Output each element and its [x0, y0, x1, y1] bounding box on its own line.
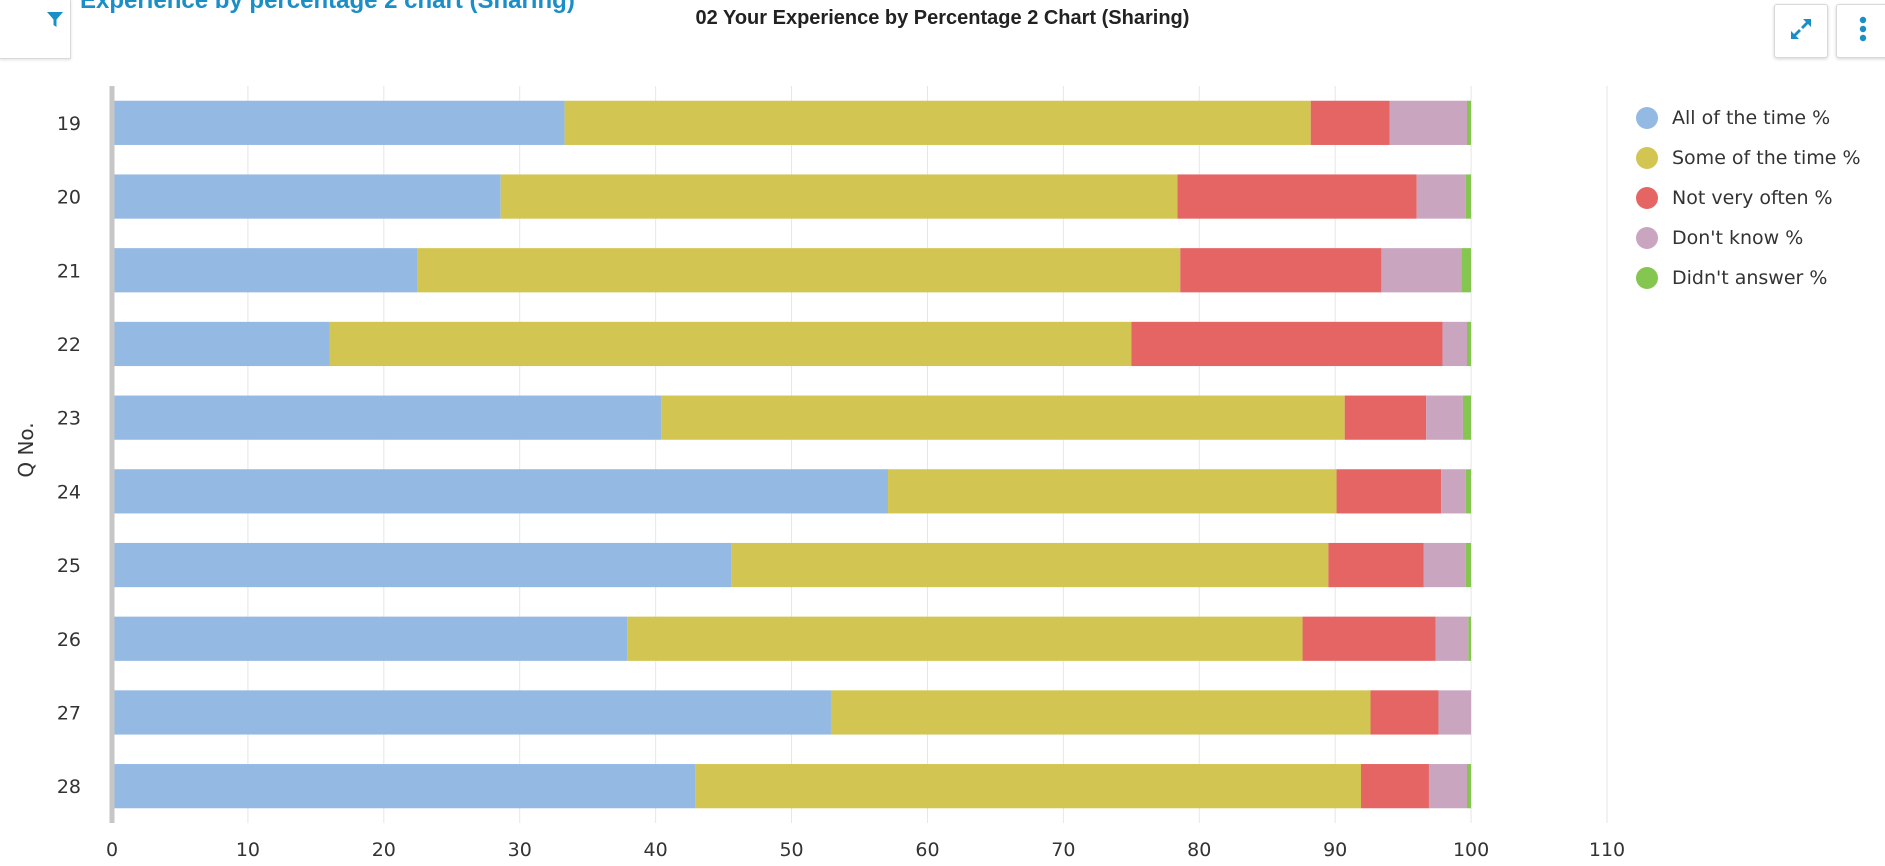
bar-q22-series-5	[1467, 321, 1472, 367]
bar-q23-series-1	[112, 395, 662, 440]
y-tick-label-28: 28	[57, 776, 81, 798]
bar-q26-series-5	[1468, 616, 1472, 661]
y-tick-label-26: 26	[57, 629, 81, 651]
y-tick-label-19: 19	[57, 113, 81, 135]
bar-q27-series-2	[830, 690, 1371, 735]
expand-button[interactable]	[1774, 4, 1828, 58]
legend-swatch	[1636, 107, 1658, 129]
legend-item-2[interactable]: Some of the time %	[1636, 138, 1861, 178]
bar-q28-series-4	[1428, 764, 1468, 809]
bar-q20-series-1	[112, 174, 501, 219]
x-tick-label-40: 40	[644, 839, 668, 861]
y-tick-label-23: 23	[57, 408, 81, 430]
bar-q21-series-5	[1461, 248, 1472, 293]
legend: All of the time % Some of the time % Not v…	[1636, 98, 1861, 298]
bar-q21-series-2	[417, 248, 1181, 293]
bar-q24-series-5	[1465, 469, 1472, 514]
bar-q21-series-1	[112, 248, 418, 293]
bar-q22-series-3	[1131, 321, 1443, 367]
bar-q28-series-5	[1467, 764, 1472, 809]
y-tick-label-25: 25	[57, 555, 81, 577]
bar-q20-series-5	[1465, 174, 1472, 219]
x-tick-label-90: 90	[1323, 839, 1347, 861]
filter-icon[interactable]	[45, 10, 65, 35]
bar-q24-series-4	[1441, 469, 1466, 514]
filter-tab[interactable]	[0, 0, 71, 59]
legend-item-3[interactable]: Not very often %	[1636, 178, 1861, 218]
y-tick-label-20: 20	[57, 187, 81, 209]
bar-q24-series-1	[112, 469, 889, 514]
x-tick-label-60: 60	[915, 839, 939, 861]
bar-q21-series-3	[1180, 248, 1382, 293]
bar-q19-series-1	[112, 100, 565, 145]
bars	[112, 100, 1472, 809]
bar-q26-series-3	[1302, 616, 1436, 661]
bar-q24-series-2	[888, 469, 1337, 514]
legend-swatch	[1636, 187, 1658, 209]
expand-icon	[1787, 15, 1815, 48]
y-tick-label-24: 24	[57, 481, 81, 503]
page-title: Experience by percentage 2 chart (Sharin…	[80, 0, 575, 14]
x-tick-label-80: 80	[1187, 839, 1211, 861]
legend-item-1[interactable]: All of the time %	[1636, 98, 1861, 138]
bar-q28-series-2	[695, 764, 1362, 809]
bar-q20-series-2	[500, 174, 1178, 219]
legend-label: Some of the time %	[1672, 147, 1861, 169]
legend-item-5[interactable]: Didn't answer %	[1636, 258, 1861, 298]
x-tick-label-110: 110	[1589, 839, 1625, 861]
bar-q26-series-2	[627, 616, 1303, 661]
bar-q26-series-4	[1435, 616, 1469, 661]
bar-q22-series-2	[329, 321, 1132, 367]
x-tick-label-10: 10	[236, 839, 260, 861]
legend-label: Not very often %	[1672, 187, 1833, 209]
y-axis-label: Q No.	[14, 422, 38, 477]
legend-swatch	[1636, 227, 1658, 249]
y-tick-label-27: 27	[57, 702, 81, 724]
legend-swatch	[1636, 267, 1658, 289]
bar-q25-series-2	[731, 542, 1329, 588]
bar-q28-series-3	[1361, 764, 1429, 809]
bar-q25-series-1	[112, 542, 732, 588]
x-tick-label-50: 50	[779, 839, 803, 861]
bar-q25-series-4	[1423, 542, 1466, 588]
bar-q25-series-5	[1465, 542, 1472, 588]
bar-q23-series-2	[661, 395, 1345, 440]
x-tick-label-0: 0	[106, 839, 118, 861]
bar-q25-series-3	[1328, 542, 1424, 588]
bar-q19-series-3	[1310, 100, 1390, 145]
chart-title: 02 Your Experience by Percentage 2 Chart…	[695, 7, 1190, 29]
bar-q23-series-4	[1426, 395, 1463, 440]
more-options-button[interactable]	[1836, 4, 1885, 58]
bar-q22-series-1	[112, 321, 330, 367]
bar-q27-series-3	[1370, 690, 1439, 735]
y-tick-label-21: 21	[57, 260, 81, 282]
bar-q23-series-5	[1462, 395, 1472, 440]
bar-q24-series-3	[1336, 469, 1442, 514]
bar-q26-series-1	[112, 616, 628, 661]
bar-q28-series-1	[112, 764, 696, 809]
bar-q20-series-3	[1177, 174, 1417, 219]
bar-q19-series-5	[1467, 100, 1472, 145]
bar-q22-series-4	[1442, 321, 1468, 367]
bar-q27-series-1	[112, 690, 831, 735]
bar-q20-series-4	[1416, 174, 1466, 219]
bar-q19-series-4	[1389, 100, 1468, 145]
legend-label: Don't know %	[1672, 227, 1804, 249]
bar-q19-series-2	[564, 100, 1311, 145]
x-tick-label-20: 20	[372, 839, 396, 861]
more-vertical-icon	[1858, 15, 1868, 48]
x-tick-label-30: 30	[508, 839, 532, 861]
y-tick-label-22: 22	[57, 334, 81, 356]
x-tick-label-100: 100	[1453, 839, 1489, 861]
legend-item-4[interactable]: Don't know %	[1636, 218, 1861, 258]
bar-q21-series-4	[1381, 248, 1462, 293]
legend-label: All of the time %	[1672, 107, 1831, 129]
axes: 0 10 20 30 40 50 60 70 80 90 100 110 19 20 21 22 23 24 25 2…	[57, 86, 1625, 861]
bar-q27-series-4	[1438, 690, 1472, 735]
x-tick-label-70: 70	[1051, 839, 1075, 861]
legend-swatch	[1636, 147, 1658, 169]
bar-q23-series-3	[1344, 395, 1427, 440]
legend-label: Didn't answer %	[1672, 267, 1828, 289]
